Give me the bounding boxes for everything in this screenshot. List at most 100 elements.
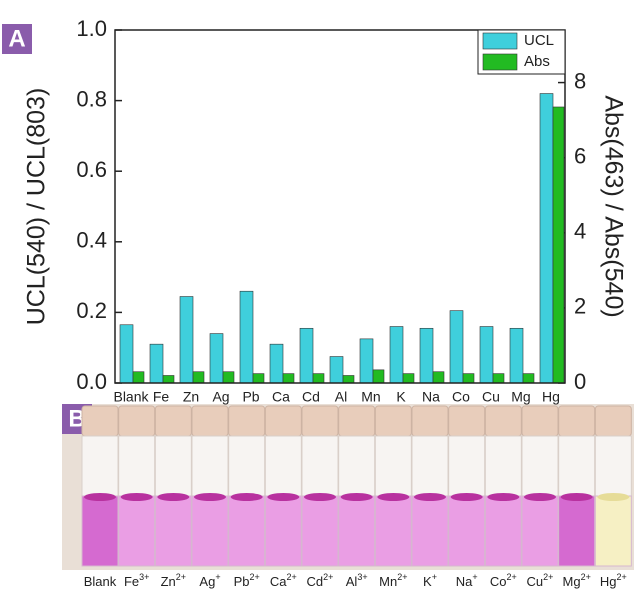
legend-swatch <box>483 33 517 49</box>
ion-charge: 2+ <box>581 572 591 582</box>
cuvette-liquid <box>229 496 265 566</box>
y-tick-label: 0.4 <box>76 228 107 253</box>
ion-symbol: Cu <box>527 574 544 589</box>
cuvette-air <box>412 436 448 496</box>
cuvette-cap <box>192 406 228 436</box>
y-tick-label: 1.0 <box>76 16 107 41</box>
y2-axis-title: Abs(463) / Abs(540) <box>599 95 627 317</box>
meniscus <box>561 493 593 501</box>
cuvette-label: Al3+ <box>346 572 368 589</box>
bar <box>403 374 414 383</box>
bar <box>373 370 384 383</box>
meniscus <box>414 493 446 501</box>
bar <box>120 325 133 383</box>
x-tick-label: Ag <box>212 389 229 405</box>
legend-swatch <box>483 54 517 70</box>
x-tick-label: Cu <box>482 389 500 405</box>
x-tick-label: Ca <box>272 389 290 405</box>
cuvette-cap <box>522 406 558 436</box>
cuvette-liquid <box>522 496 558 566</box>
bar <box>283 374 294 383</box>
meniscus <box>524 493 556 501</box>
meniscus <box>267 493 299 501</box>
y-tick-label: 0.0 <box>76 369 107 394</box>
cuvette-cap <box>412 406 448 436</box>
cuvette-cap <box>119 406 155 436</box>
ion-charge: 3+ <box>357 572 367 582</box>
cuvette-label: Mg2+ <box>563 572 591 589</box>
bar <box>360 339 373 383</box>
cuvette-air <box>449 436 485 496</box>
cuvette-liquid <box>375 496 411 566</box>
cuvette-cap <box>559 406 595 436</box>
ion-charge: + <box>215 572 220 582</box>
ion-symbol: Cd <box>307 574 324 589</box>
cuvette-liquid <box>265 496 301 566</box>
x-tick-label: Cd <box>302 389 320 405</box>
bar <box>450 311 463 383</box>
cuvette-label: Na+ <box>456 572 478 589</box>
cuvette-cap <box>229 406 265 436</box>
y2-tick-label: 2 <box>574 294 586 319</box>
x-tick-label: Mn <box>361 389 380 405</box>
cuvette-label: Fe3+ <box>124 572 149 589</box>
x-tick-label: Zn <box>183 389 199 405</box>
legend-label: Abs <box>524 53 550 70</box>
ion-symbol: Mn <box>379 574 397 589</box>
x-tick-label: Pb <box>242 389 259 405</box>
cuvette-air <box>595 436 631 496</box>
bar <box>223 372 234 383</box>
bar <box>463 374 474 383</box>
cuvette-photo: BlankFe3+Zn2+Ag+Pb2+Ca2+Cd2+Al3+Mn2+K+Na… <box>82 406 631 589</box>
x-tick-label: Hg <box>542 389 560 405</box>
y2-tick-label: 0 <box>574 369 586 394</box>
cuvette-air <box>485 436 521 496</box>
cuvette-label: K+ <box>423 572 437 589</box>
bar <box>180 297 193 383</box>
y2-tick-label: 4 <box>574 219 586 244</box>
cuvette-label: Ag+ <box>199 572 220 589</box>
cuvette-label: Cu2+ <box>527 572 554 589</box>
cuvette-air <box>119 436 155 496</box>
ion-charge: 2+ <box>249 572 259 582</box>
cuvette-label: Ca2+ <box>270 572 297 589</box>
ion-symbol: Hg <box>600 574 617 589</box>
bar <box>240 291 253 383</box>
ion-symbol: Ag <box>199 574 215 589</box>
y-tick-label: 0.8 <box>76 86 107 111</box>
meniscus <box>231 493 263 501</box>
bar <box>523 374 534 383</box>
bar <box>313 374 324 383</box>
cuvette-air <box>229 436 265 496</box>
bar <box>553 107 564 383</box>
x-tick-label: Na <box>422 389 440 405</box>
bar <box>193 372 204 383</box>
ion-symbol: Blank <box>84 574 117 589</box>
meniscus <box>304 493 336 501</box>
x-tick-label: Fe <box>153 389 170 405</box>
cuvette-liquid <box>82 496 118 566</box>
y-axis-title: UCL(540) / UCL(803) <box>23 88 51 326</box>
bar <box>480 327 493 383</box>
bar <box>420 328 433 383</box>
cuvette-air <box>155 436 191 496</box>
bar <box>210 334 223 383</box>
ion-charge: 2+ <box>507 572 517 582</box>
cuvette-air <box>559 436 595 496</box>
ion-symbol: Pb <box>234 574 250 589</box>
cuvette-cap <box>155 406 191 436</box>
legend-label: UCL <box>524 32 554 49</box>
meniscus <box>377 493 409 501</box>
ion-charge: 2+ <box>397 572 407 582</box>
cuvette-label: Cd2+ <box>307 572 334 589</box>
ion-charge: 2+ <box>543 572 553 582</box>
cuvette-air <box>375 436 411 496</box>
bar <box>540 94 553 383</box>
meniscus <box>121 493 153 501</box>
panel-letter: A <box>8 25 25 52</box>
cuvette-liquid <box>449 496 485 566</box>
bar <box>150 344 163 383</box>
ion-symbol: Ca <box>270 574 287 589</box>
cuvette-liquid <box>559 496 595 566</box>
ion-charge: 2+ <box>287 572 297 582</box>
